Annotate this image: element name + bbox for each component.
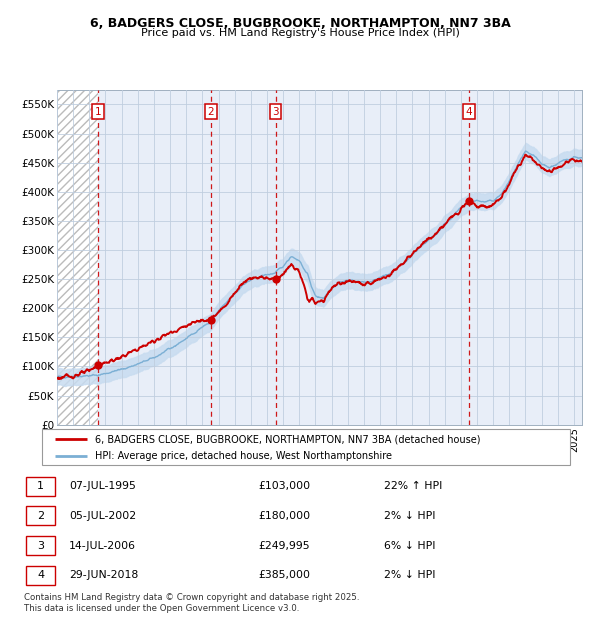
Text: HPI: Average price, detached house, West Northamptonshire: HPI: Average price, detached house, West… bbox=[95, 451, 392, 461]
Text: 14-JUL-2006: 14-JUL-2006 bbox=[69, 541, 136, 551]
FancyBboxPatch shape bbox=[26, 536, 55, 555]
Text: 6, BADGERS CLOSE, BUGBROOKE, NORTHAMPTON, NN7 3BA (detached house): 6, BADGERS CLOSE, BUGBROOKE, NORTHAMPTON… bbox=[95, 434, 481, 444]
Text: £180,000: £180,000 bbox=[258, 511, 310, 521]
FancyBboxPatch shape bbox=[26, 566, 55, 585]
Text: £249,995: £249,995 bbox=[258, 541, 310, 551]
Text: 6% ↓ HPI: 6% ↓ HPI bbox=[384, 541, 436, 551]
Text: 3: 3 bbox=[37, 541, 44, 551]
Text: 4: 4 bbox=[466, 107, 472, 117]
Text: 05-JUL-2002: 05-JUL-2002 bbox=[69, 511, 136, 521]
Text: Contains HM Land Registry data © Crown copyright and database right 2025.
This d: Contains HM Land Registry data © Crown c… bbox=[24, 593, 359, 613]
Text: £103,000: £103,000 bbox=[258, 481, 310, 491]
Text: 6, BADGERS CLOSE, BUGBROOKE, NORTHAMPTON, NN7 3BA: 6, BADGERS CLOSE, BUGBROOKE, NORTHAMPTON… bbox=[89, 17, 511, 30]
Text: 4: 4 bbox=[37, 570, 44, 580]
Text: 2: 2 bbox=[208, 107, 214, 117]
Text: 07-JUL-1995: 07-JUL-1995 bbox=[69, 481, 136, 491]
FancyBboxPatch shape bbox=[26, 477, 55, 495]
Text: 2% ↓ HPI: 2% ↓ HPI bbox=[384, 511, 436, 521]
Text: 1: 1 bbox=[37, 481, 44, 491]
Text: 22% ↑ HPI: 22% ↑ HPI bbox=[384, 481, 442, 491]
Text: 3: 3 bbox=[272, 107, 279, 117]
Text: 2% ↓ HPI: 2% ↓ HPI bbox=[384, 570, 436, 580]
FancyBboxPatch shape bbox=[26, 507, 55, 525]
Text: 1: 1 bbox=[94, 107, 101, 117]
Text: 29-JUN-2018: 29-JUN-2018 bbox=[69, 570, 138, 580]
Text: £385,000: £385,000 bbox=[258, 570, 310, 580]
FancyBboxPatch shape bbox=[42, 429, 570, 465]
Text: Price paid vs. HM Land Registry's House Price Index (HPI): Price paid vs. HM Land Registry's House … bbox=[140, 28, 460, 38]
Text: 2: 2 bbox=[37, 511, 44, 521]
